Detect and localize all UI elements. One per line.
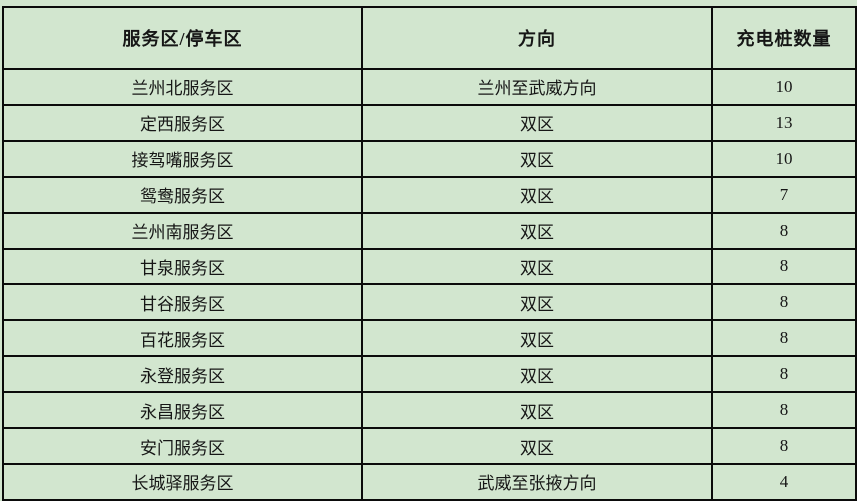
direction-cell: 双区 — [361, 139, 713, 178]
column-header-direction: 方向 — [361, 6, 713, 70]
table-row: 兰州南服务区 双区 8 — [2, 211, 857, 250]
service-area-cell: 安门服务区 — [2, 427, 363, 465]
charging-piles-table: 服务区/停车区 方向 充电桩数量 兰州北服务区 兰州至武威方向 10 定西服务区 双区 1… — [2, 6, 857, 501]
direction-cell: 武威至张掖方向 — [361, 462, 713, 501]
table-row: 甘谷服务区 双区 8 — [2, 283, 857, 322]
direction-cell: 双区 — [361, 355, 713, 394]
table-row: 永昌服务区 双区 8 — [2, 391, 857, 430]
table-header-row: 服务区/停车区 方向 充电桩数量 — [2, 6, 857, 70]
table-row: 甘泉服务区 双区 8 — [2, 247, 857, 286]
direction-cell: 兰州至武威方向 — [361, 68, 713, 106]
direction-cell: 双区 — [361, 391, 713, 430]
charger-count-cell: 8 — [711, 211, 857, 250]
service-area-cell: 甘泉服务区 — [2, 247, 363, 286]
service-area-cell: 定西服务区 — [2, 103, 363, 142]
service-area-cell: 长城驿服务区 — [2, 462, 363, 501]
table-row: 安门服务区 双区 8 — [2, 427, 857, 465]
direction-cell: 双区 — [361, 211, 713, 250]
charger-count-cell: 4 — [711, 462, 857, 501]
table-row: 长城驿服务区 武威至张掖方向 4 — [2, 462, 857, 501]
table-body: 兰州北服务区 兰州至武威方向 10 定西服务区 双区 13 接驾嘴服务区 双区 10 鸳鸯服务区双… — [2, 68, 857, 501]
charger-count-cell: 7 — [711, 175, 857, 214]
direction-cell: 双区 — [361, 283, 713, 322]
service-area-cell: 甘谷服务区 — [2, 283, 363, 322]
direction-cell: 双区 — [361, 175, 713, 214]
charger-count-cell: 8 — [711, 427, 857, 465]
direction-cell: 双区 — [361, 319, 713, 358]
service-area-cell: 兰州南服务区 — [2, 211, 363, 250]
service-area-cell: 鸳鸯服务区 — [2, 175, 363, 214]
charger-count-cell: 8 — [711, 319, 857, 358]
direction-cell: 双区 — [361, 427, 713, 465]
table-row: 兰州北服务区 兰州至武威方向 10 — [2, 68, 857, 106]
column-header-service-area: 服务区/停车区 — [2, 6, 363, 70]
charger-count-cell: 8 — [711, 391, 857, 430]
service-area-cell: 接驾嘴服务区 — [2, 139, 363, 178]
table-row: 百花服务区 双区 8 — [2, 319, 857, 358]
charger-count-cell: 13 — [711, 103, 857, 142]
service-area-cell: 永昌服务区 — [2, 391, 363, 430]
charger-count-cell: 8 — [711, 283, 857, 322]
charger-count-cell: 8 — [711, 355, 857, 394]
table-row: 鸳鸯服务区 双区 7 — [2, 175, 857, 214]
service-area-cell: 百花服务区 — [2, 319, 363, 358]
charger-count-cell: 10 — [711, 68, 857, 106]
table-row: 定西服务区 双区 13 — [2, 103, 857, 142]
service-area-cell: 兰州北服务区 — [2, 68, 363, 106]
column-header-charger-count: 充电桩数量 — [711, 6, 857, 70]
direction-cell: 双区 — [361, 247, 713, 286]
table-row: 接驾嘴服务区 双区 10 — [2, 139, 857, 178]
direction-cell: 双区 — [361, 103, 713, 142]
charger-count-cell: 10 — [711, 139, 857, 178]
table-row: 永登服务区 双区 8 — [2, 355, 857, 394]
service-area-cell: 永登服务区 — [2, 355, 363, 394]
charger-count-cell: 8 — [711, 247, 857, 286]
